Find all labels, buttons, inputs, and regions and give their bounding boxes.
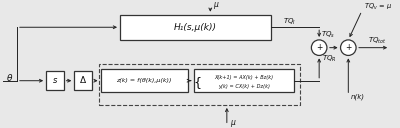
Bar [194,69,294,92]
Bar [98,64,300,105]
Text: μ: μ [230,118,235,127]
Circle shape [340,40,356,55]
Bar [46,71,64,90]
Text: +: + [345,43,352,52]
Text: θ: θ [7,74,13,83]
Text: +: + [316,43,322,52]
Bar [74,71,92,90]
Text: H₁(s,μ(k)): H₁(s,μ(k)) [174,23,217,32]
Text: {: { [194,76,202,89]
Text: TQ$_I$: TQ$_I$ [284,17,296,28]
Text: X(k+1) = AX(k) + Bz(k): X(k+1) = AX(k) + Bz(k) [214,75,274,80]
Circle shape [311,40,327,55]
Text: y(k) = CX(k) + Dz(k): y(k) = CX(k) + Dz(k) [218,84,270,89]
Text: Δ: Δ [80,76,86,85]
Text: TQ$_R$: TQ$_R$ [322,54,337,64]
Text: TQ$_v$ = $\mu$: TQ$_v$ = $\mu$ [364,2,392,12]
Text: n(k): n(k) [351,94,365,100]
Text: TQ$_s$: TQ$_s$ [321,30,335,40]
Bar [120,15,270,40]
Text: TQ$_{tot}$: TQ$_{tot}$ [368,36,387,46]
Text: z(k) = f(θ̂(k),μ(k)): z(k) = f(θ̂(k),μ(k)) [116,78,172,83]
Text: s: s [53,76,57,85]
Text: μ: μ [213,0,218,9]
Bar [100,69,188,92]
